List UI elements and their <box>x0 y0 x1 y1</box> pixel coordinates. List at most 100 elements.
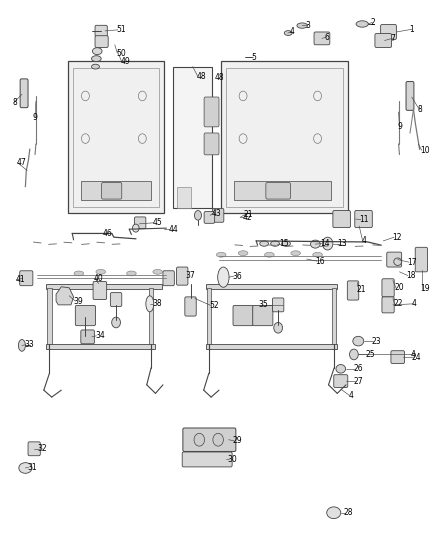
Text: 25: 25 <box>366 350 375 359</box>
Polygon shape <box>149 288 153 349</box>
Polygon shape <box>332 288 336 349</box>
Ellipse shape <box>153 269 162 274</box>
Ellipse shape <box>356 21 368 27</box>
FancyBboxPatch shape <box>20 271 33 286</box>
Text: 21: 21 <box>357 286 367 294</box>
FancyBboxPatch shape <box>314 32 330 45</box>
FancyBboxPatch shape <box>272 298 284 312</box>
Text: 8: 8 <box>417 105 422 114</box>
Text: 52: 52 <box>209 301 219 310</box>
Text: 42: 42 <box>242 213 252 222</box>
Text: 35: 35 <box>258 301 268 309</box>
Text: 44: 44 <box>169 225 178 233</box>
Text: 10: 10 <box>420 146 430 155</box>
Polygon shape <box>207 288 211 349</box>
Text: 27: 27 <box>354 377 364 385</box>
FancyBboxPatch shape <box>204 97 219 127</box>
FancyBboxPatch shape <box>81 330 94 344</box>
Text: 30: 30 <box>228 455 237 464</box>
Text: 43: 43 <box>212 209 221 217</box>
FancyBboxPatch shape <box>347 281 359 300</box>
Text: 3: 3 <box>306 21 311 29</box>
Text: 39: 39 <box>74 297 83 305</box>
Text: 47: 47 <box>16 158 26 167</box>
FancyBboxPatch shape <box>93 281 106 300</box>
Polygon shape <box>81 181 151 200</box>
Polygon shape <box>56 287 74 305</box>
Ellipse shape <box>238 251 248 256</box>
Text: 7: 7 <box>391 34 396 43</box>
Circle shape <box>112 317 120 328</box>
Text: 28: 28 <box>344 508 353 517</box>
Text: 12: 12 <box>392 233 402 241</box>
Text: 41: 41 <box>15 276 25 284</box>
FancyBboxPatch shape <box>233 305 253 326</box>
FancyBboxPatch shape <box>185 297 196 316</box>
Ellipse shape <box>313 253 322 257</box>
FancyBboxPatch shape <box>382 279 394 297</box>
Text: 46: 46 <box>103 229 113 238</box>
Text: 40: 40 <box>93 274 103 282</box>
Ellipse shape <box>92 55 101 62</box>
Text: 16: 16 <box>315 257 325 265</box>
Ellipse shape <box>132 224 139 232</box>
Ellipse shape <box>284 31 292 36</box>
Ellipse shape <box>127 271 136 276</box>
Text: 50: 50 <box>116 49 126 58</box>
Polygon shape <box>234 181 331 200</box>
Ellipse shape <box>74 271 84 276</box>
Text: 13: 13 <box>337 239 347 248</box>
FancyBboxPatch shape <box>212 208 224 222</box>
Text: 24: 24 <box>412 353 421 361</box>
Text: 36: 36 <box>232 272 242 280</box>
Ellipse shape <box>282 241 290 246</box>
Text: 48: 48 <box>215 73 224 82</box>
FancyBboxPatch shape <box>266 182 290 199</box>
Text: 31: 31 <box>27 463 37 472</box>
Text: 23: 23 <box>371 337 381 345</box>
Text: 8: 8 <box>12 98 17 107</box>
Ellipse shape <box>260 241 268 246</box>
Polygon shape <box>221 61 348 213</box>
FancyBboxPatch shape <box>253 305 273 326</box>
Text: 17: 17 <box>407 258 417 266</box>
Polygon shape <box>206 284 337 289</box>
Text: 4: 4 <box>361 237 366 245</box>
Text: 19: 19 <box>420 285 430 293</box>
Polygon shape <box>68 61 164 213</box>
FancyBboxPatch shape <box>415 247 427 272</box>
Text: 51: 51 <box>117 26 126 34</box>
Text: 15: 15 <box>279 239 289 248</box>
FancyBboxPatch shape <box>204 133 219 155</box>
Text: 18: 18 <box>406 271 416 280</box>
Text: 4: 4 <box>410 350 415 359</box>
Circle shape <box>350 349 358 360</box>
Ellipse shape <box>336 365 346 373</box>
Circle shape <box>322 237 333 250</box>
FancyBboxPatch shape <box>204 212 215 223</box>
FancyBboxPatch shape <box>406 82 414 110</box>
Text: 48: 48 <box>196 72 206 81</box>
FancyBboxPatch shape <box>177 267 188 285</box>
Ellipse shape <box>92 64 99 69</box>
Ellipse shape <box>18 340 25 351</box>
Ellipse shape <box>291 251 300 256</box>
FancyBboxPatch shape <box>134 217 146 229</box>
Text: 45: 45 <box>152 219 162 227</box>
Ellipse shape <box>92 48 102 55</box>
Text: 20: 20 <box>394 284 404 292</box>
Ellipse shape <box>19 463 32 473</box>
FancyBboxPatch shape <box>102 182 122 199</box>
FancyBboxPatch shape <box>391 351 405 364</box>
Text: 26: 26 <box>354 365 364 373</box>
FancyBboxPatch shape <box>182 452 232 467</box>
Text: 34: 34 <box>95 332 105 340</box>
FancyBboxPatch shape <box>28 442 40 456</box>
Ellipse shape <box>353 336 364 346</box>
FancyBboxPatch shape <box>387 252 402 267</box>
Ellipse shape <box>146 296 154 312</box>
Circle shape <box>213 433 223 446</box>
Text: 49: 49 <box>120 58 130 66</box>
Text: 38: 38 <box>152 300 162 308</box>
Text: 37: 37 <box>185 271 195 280</box>
